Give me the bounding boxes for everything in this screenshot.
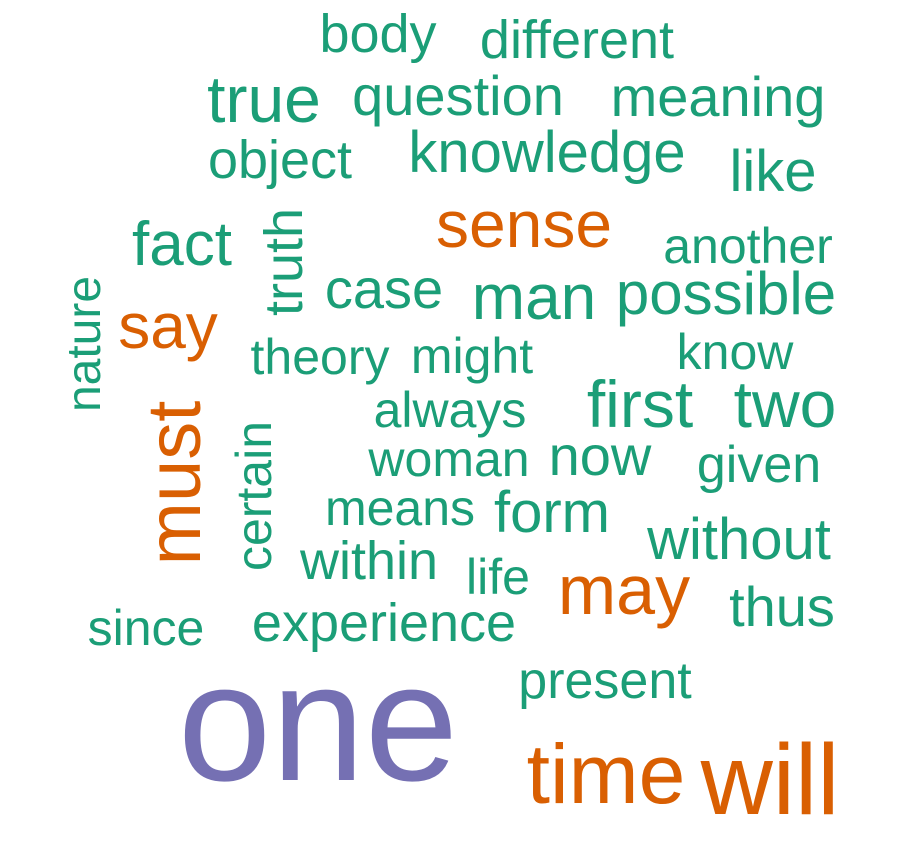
word-always: always <box>373 382 527 438</box>
word-sense: sense <box>435 187 613 261</box>
word-body: body <box>319 4 437 64</box>
word-thus: thus <box>729 575 835 638</box>
word-may: may <box>557 551 691 629</box>
word-one: one <box>177 628 459 816</box>
word-certain: certain <box>226 420 282 572</box>
word-different: different <box>479 10 675 70</box>
word-case: case <box>324 257 444 320</box>
word-now: now <box>548 424 652 487</box>
word-life: life <box>466 549 530 605</box>
word-given: given <box>696 436 822 494</box>
word-man: man <box>471 261 597 333</box>
word-know: know <box>676 324 794 380</box>
word-knowledge: knowledge <box>408 120 686 185</box>
word-meaning: meaning <box>610 65 826 128</box>
word-possible: possible <box>615 260 837 327</box>
word-might: might <box>410 328 534 384</box>
word-theory: theory <box>250 329 390 385</box>
word-two: two <box>733 367 837 441</box>
word-will: will <box>700 724 840 836</box>
word-means: means <box>324 480 476 536</box>
word-first: first <box>586 367 694 441</box>
word-form: form <box>494 480 610 545</box>
word-truth: truth <box>254 207 314 317</box>
word-like: like <box>729 139 817 204</box>
word-another: another <box>663 218 833 274</box>
word-question: question <box>352 64 564 127</box>
word-object: object <box>207 130 353 190</box>
word-true: true <box>207 62 321 136</box>
word-present: present <box>518 652 692 710</box>
word-since: since <box>87 600 205 656</box>
word-must: must <box>132 400 217 566</box>
word-say: say <box>118 290 218 362</box>
word-nature: nature <box>58 275 111 413</box>
word-woman: woman <box>368 431 530 487</box>
word-within: within <box>299 531 439 591</box>
word-without: without <box>647 507 831 572</box>
word-time: time <box>526 727 686 821</box>
word-fact: fact <box>132 210 232 279</box>
word-experience: experience <box>251 593 517 653</box>
